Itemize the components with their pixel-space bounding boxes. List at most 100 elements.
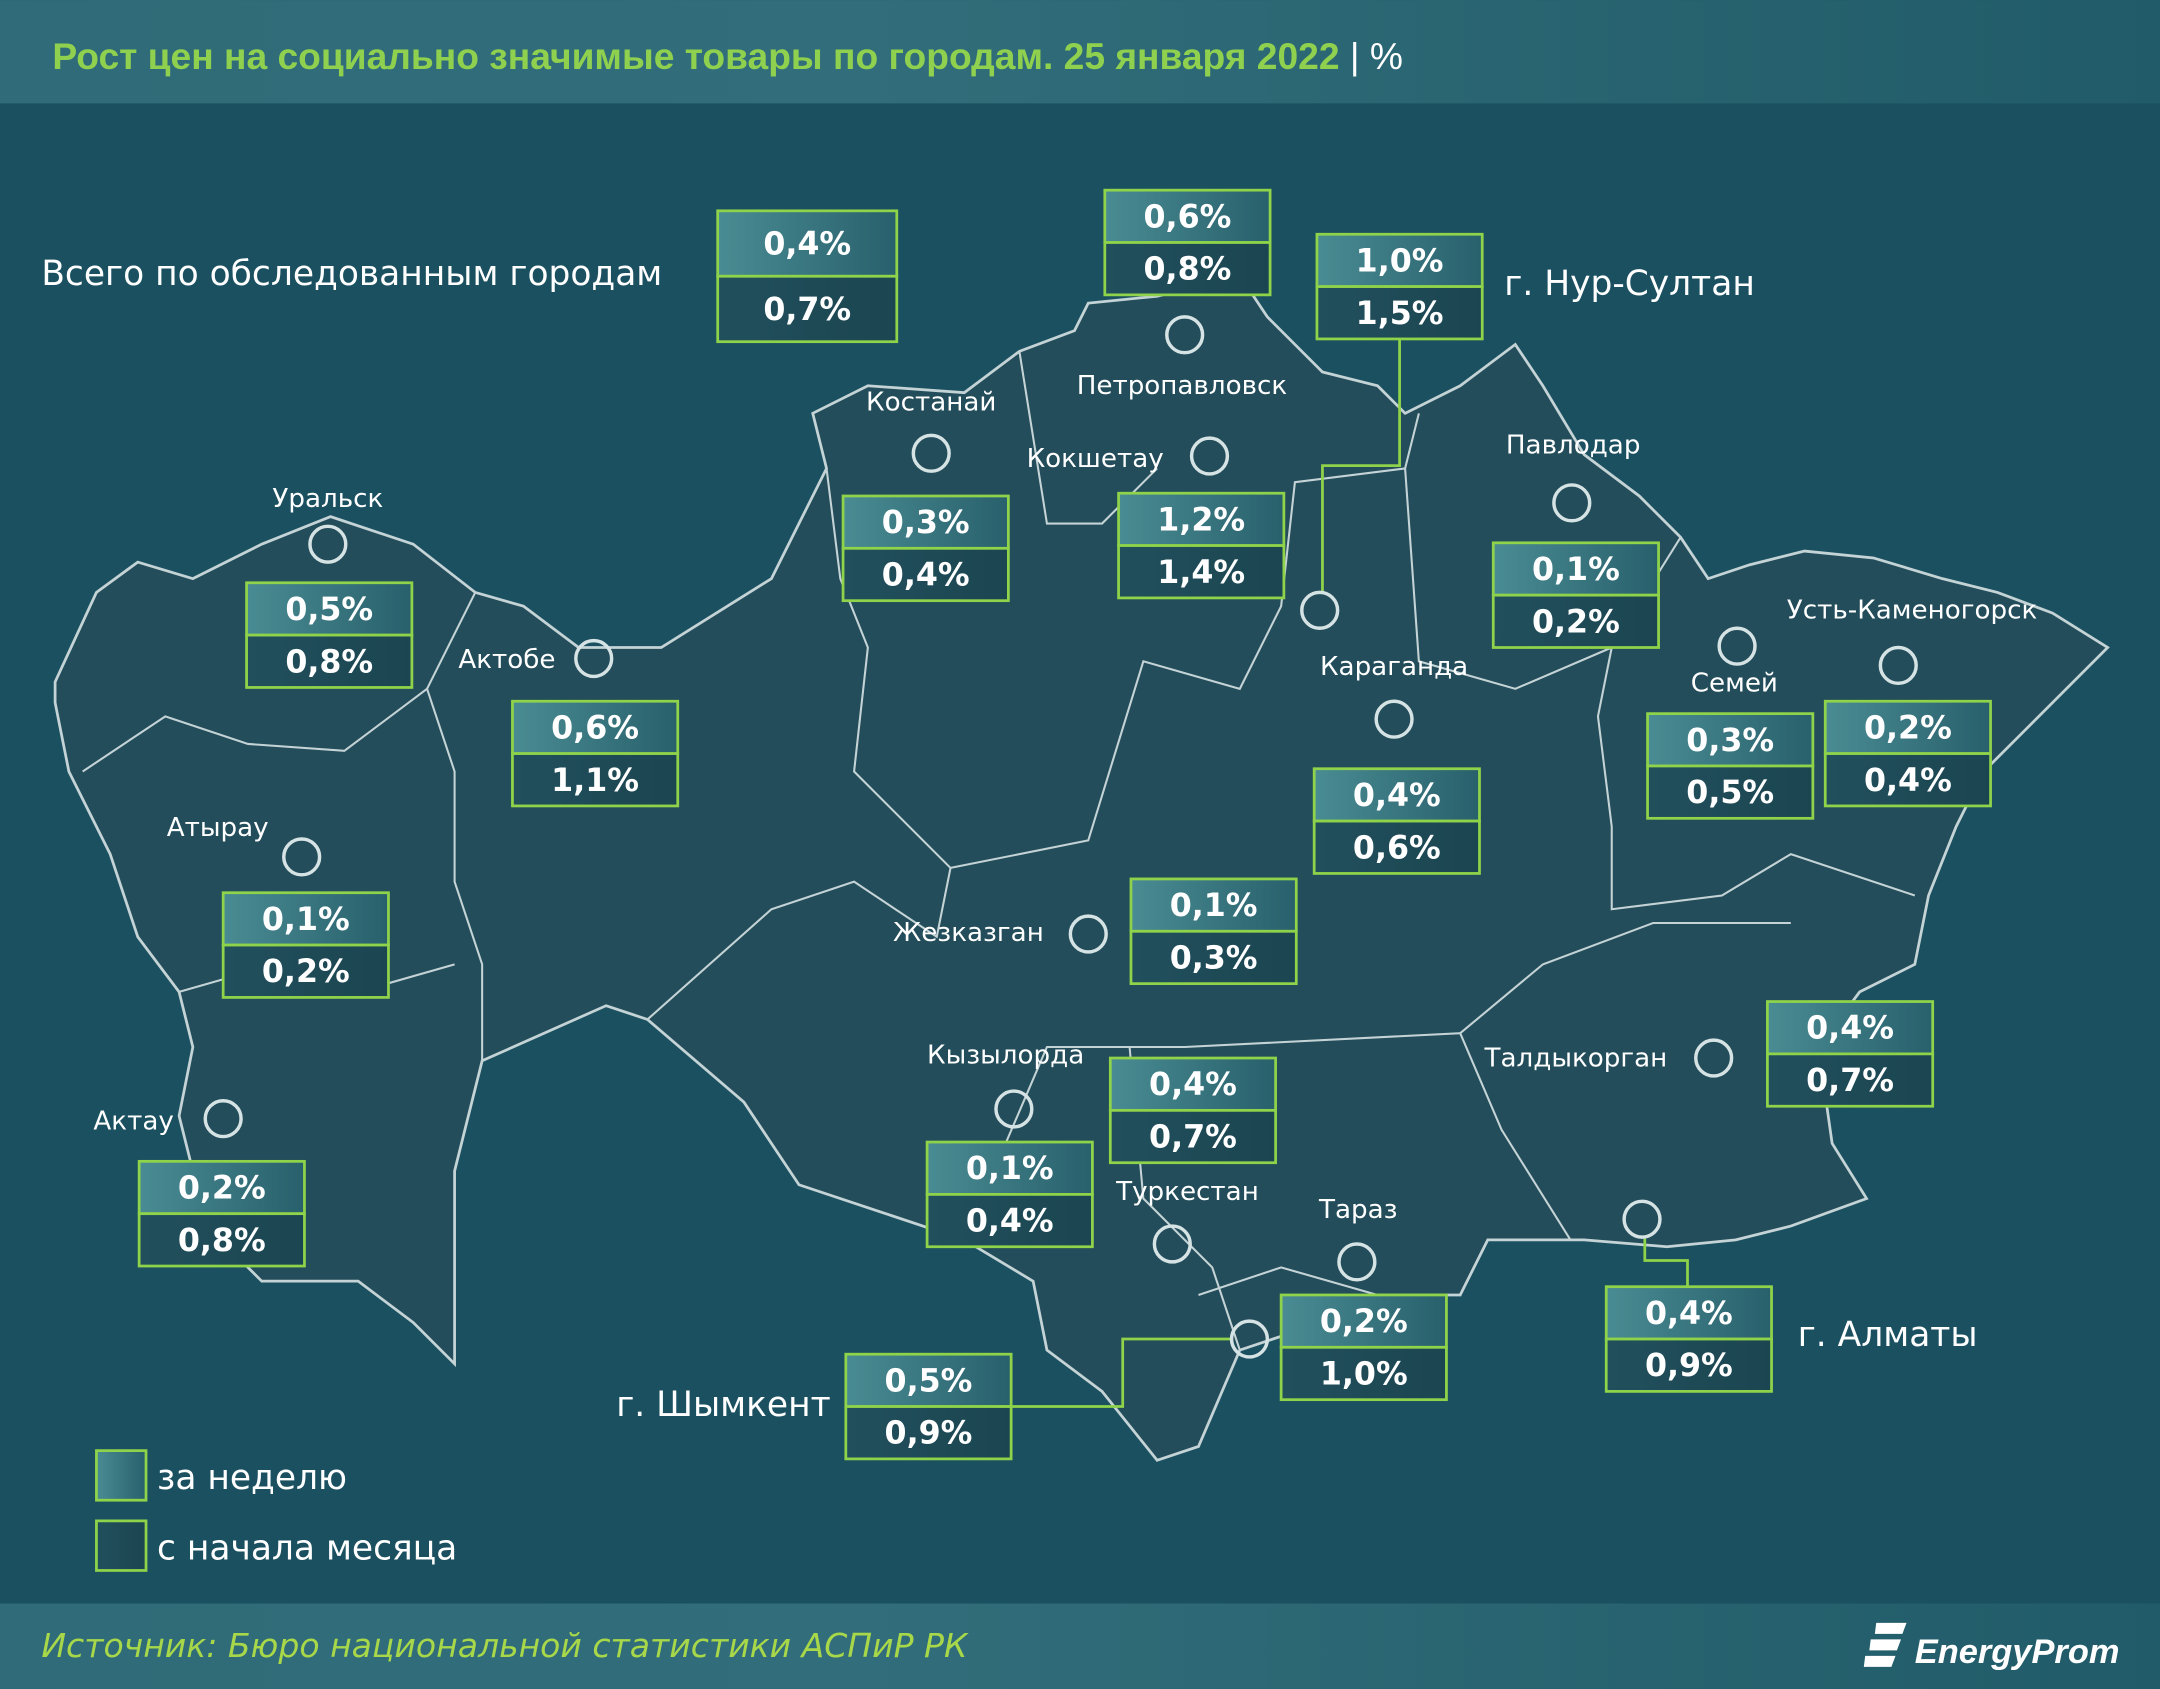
- city-location-circle-icon: [1622, 1199, 1662, 1239]
- city-5-week-cell: [511, 699, 680, 755]
- city-marker: г. Шымкент 0,5% 0,9%: [616, 1319, 1270, 1461]
- city-16-month-value: 0,9%: [885, 1416, 973, 1452]
- legend-label-week: за неделю: [157, 1458, 347, 1498]
- city-3-month-value: 1,4%: [1157, 555, 1245, 591]
- city-11-week-cell: [1129, 877, 1298, 933]
- city-name: Тараз: [1318, 1195, 1398, 1225]
- city-location-circle-icon: [308, 524, 348, 564]
- city-6-month-value: 0,2%: [1532, 604, 1620, 640]
- city-name: г. Шымкент: [616, 1385, 830, 1425]
- city-10-week-cell: [221, 891, 390, 947]
- city-location-circle-icon: [1165, 315, 1205, 355]
- total-month-cell: [716, 274, 899, 344]
- city-0-month-cell: [1103, 241, 1272, 297]
- city-marker: Караганда 0,4% 0,6%: [1312, 652, 1481, 875]
- city-2-value-box: 0,3% 0,4%: [841, 494, 1010, 603]
- city-2-week-value: 0,3%: [882, 505, 970, 541]
- city-5-week-value: 0,6%: [551, 710, 639, 746]
- title-unit: %: [1370, 35, 1403, 77]
- city-name: Жезказган: [893, 918, 1044, 948]
- page-title: Рост цен на социально значимые товары по…: [52, 35, 1339, 77]
- city-18-month-cell: [137, 1212, 306, 1268]
- city-name: Костанай: [866, 388, 996, 418]
- city-name: Семей: [1691, 669, 1778, 699]
- city-name: Туркестан: [1115, 1177, 1259, 1207]
- almaty-connector: [1643, 1238, 1689, 1287]
- city-9-week-cell: [1312, 767, 1481, 823]
- city-location-circle-icon: [1374, 699, 1414, 739]
- city-11-month-value: 0,3%: [1170, 940, 1258, 976]
- city-16-value-box: 0,5% 0,9%: [844, 1352, 1013, 1461]
- city-7-month-value: 0,5%: [1686, 775, 1774, 811]
- city-name: г. Алматы: [1798, 1315, 1978, 1355]
- city-5-month-value: 1,1%: [551, 763, 639, 799]
- city-6-month-cell: [1491, 593, 1660, 649]
- city-15-month-value: 1,0%: [1320, 1357, 1408, 1393]
- city-4-week-value: 0,5%: [285, 592, 373, 628]
- legend: за неделю с начала месяца: [95, 1449, 457, 1572]
- city-12-month-cell: [1766, 1052, 1935, 1108]
- city-16-week-value: 0,5%: [885, 1363, 973, 1399]
- city-location-circle-icon: [1878, 645, 1918, 686]
- city-location-circle-icon: [994, 1089, 1034, 1129]
- city-10-week-value: 0,1%: [262, 902, 350, 938]
- city-15-week-value: 0,2%: [1320, 1304, 1408, 1340]
- city-name: Петропавловск: [1077, 371, 1287, 401]
- total-week-value: 0,4%: [763, 227, 851, 263]
- total-value-box: 0,4% 0,7%: [716, 209, 899, 344]
- city-18-value-box: 0,2% 0,8%: [137, 1159, 306, 1268]
- city-13-month-cell: [1108, 1108, 1277, 1165]
- city-15-week-cell: [1279, 1293, 1448, 1349]
- city-marker: Уральск 0,5% 0,8%: [245, 484, 414, 689]
- city-name: Талдыкорган: [1484, 1043, 1668, 1073]
- city-marker: Актау 0,2% 0,8%: [93, 1099, 306, 1268]
- city-1-week-value: 1,0%: [1356, 243, 1444, 279]
- city-marker: г. Алматы 0,4% 0,9%: [1604, 1199, 1978, 1393]
- city-name: Усть-Каменогорск: [1787, 596, 2037, 626]
- city-1-month-value: 1,5%: [1356, 296, 1444, 332]
- city-3-value-box: 1,2% 1,4%: [1117, 491, 1286, 600]
- city-marker: Кызылорда 0,1% 0,4%: [925, 1041, 1094, 1249]
- city-location-circle-icon: [574, 638, 614, 679]
- city-11-month-cell: [1129, 929, 1298, 986]
- city-8-month-cell: [1823, 752, 1992, 808]
- city-5-month-cell: [511, 752, 680, 808]
- city-6-week-value: 0,1%: [1532, 552, 1620, 588]
- city-location-circle-icon: [203, 1099, 243, 1139]
- city-13-week-value: 0,4%: [1149, 1067, 1237, 1103]
- city-2-month-value: 0,4%: [882, 558, 970, 594]
- total-month-value: 0,7%: [763, 292, 851, 328]
- svg-text:Рост цен на социально значимые: Рост цен на социально значимые товары по…: [52, 35, 1403, 77]
- source-note: Источник: Бюро национальной статистики А…: [41, 1626, 969, 1665]
- energyprom-logo: EnergyProm: [1863, 1622, 2119, 1671]
- city-13-month-value: 0,7%: [1149, 1120, 1237, 1156]
- city-marker: Кокшетау 1,2% 1,4%: [1027, 436, 1286, 600]
- city-15-month-cell: [1279, 1345, 1448, 1402]
- city-location-circle-icon: [1229, 1319, 1270, 1359]
- city-8-week-value: 0,2%: [1864, 710, 1952, 746]
- city-location-circle-icon: [911, 433, 951, 473]
- city-16-month-cell: [844, 1405, 1013, 1461]
- city-17-month-cell: [1604, 1337, 1773, 1393]
- city-1-month-cell: [1315, 285, 1484, 341]
- city-0-value-box: 0,6% 0,8%: [1103, 188, 1272, 297]
- city-10-month-value: 0,2%: [262, 954, 350, 990]
- city-7-month-cell: [1646, 764, 1815, 820]
- city-12-value-box: 0,4% 0,7%: [1766, 1000, 1935, 1108]
- city-0-week-cell: [1103, 188, 1272, 244]
- city-9-week-value: 0,4%: [1353, 778, 1441, 814]
- city-location-circle-icon: [1694, 1038, 1734, 1078]
- city-15-value-box: 0,2% 1,0%: [1279, 1293, 1448, 1402]
- city-7-value-box: 0,3% 0,5%: [1646, 712, 1815, 820]
- city-marker: Семей 0,3% 0,5%: [1646, 626, 1815, 820]
- city-4-month-value: 0,8%: [285, 644, 373, 680]
- city-marker: Петропавловск 0,6% 0,8%: [1077, 188, 1287, 401]
- city-14-month-value: 0,4%: [966, 1204, 1054, 1240]
- city-17-value-box: 0,4% 0,9%: [1604, 1285, 1773, 1393]
- connector-lines: [1011, 338, 1689, 1408]
- city-5-value-box: 0,6% 1,1%: [511, 699, 680, 808]
- city-marker: Талдыкорган 0,4% 0,7%: [1484, 1000, 1935, 1108]
- city-name: Актобе: [458, 645, 555, 675]
- city-name: г. Нур-Султан: [1504, 264, 1755, 304]
